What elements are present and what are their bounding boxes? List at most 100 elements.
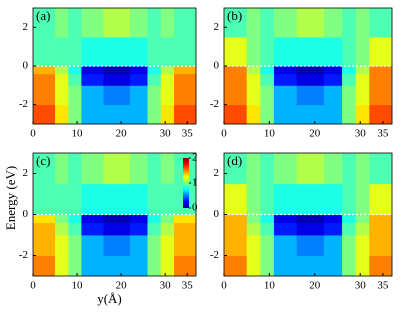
heat-cell (129, 73, 148, 86)
heat-cell (296, 235, 325, 256)
heat-cell (129, 214, 148, 224)
heat-cell (147, 66, 162, 75)
heat-cell (103, 183, 131, 215)
colorbar (183, 158, 189, 208)
heat-cell (147, 37, 162, 67)
heat-cell (246, 66, 261, 75)
heat-cell (273, 66, 298, 75)
heat-cell (224, 153, 248, 185)
heat-cell (160, 255, 175, 277)
heat-cell (342, 183, 357, 215)
heat-cell (273, 183, 298, 215)
x-tick-label: 35 (182, 280, 194, 292)
heat-cell (355, 214, 370, 224)
heat-cell (55, 183, 69, 215)
y-tick-label: 2 (214, 21, 220, 33)
heat-cell (160, 153, 175, 185)
heat-cell (160, 214, 175, 224)
x-tick-label: 35 (182, 128, 194, 140)
heat-cell (369, 104, 393, 125)
heat-cell (103, 73, 131, 86)
heat-cell (296, 214, 325, 224)
y-tick-label: -2 (210, 249, 219, 261)
heat-cell (273, 255, 298, 277)
heat-cell (81, 183, 104, 215)
heat-cell (224, 104, 248, 125)
y-tick-label: -2 (19, 249, 28, 261)
heat-cell (147, 255, 162, 277)
heat-cell (173, 235, 197, 256)
heat-cell (68, 255, 82, 277)
heat-cell (355, 183, 370, 215)
heat-cell (160, 85, 175, 106)
heat-cell (323, 214, 343, 224)
heat-cell (260, 214, 275, 224)
heat-cell (68, 37, 82, 67)
heat-cell (33, 214, 56, 224)
x-tick-label: 0 (221, 128, 227, 140)
heat-cell (369, 8, 393, 38)
heat-cell (68, 66, 82, 75)
panel-label: (c) (36, 153, 50, 168)
x-tick-label: 0 (30, 280, 36, 292)
heat-cell (55, 73, 69, 86)
heat-cell (323, 85, 343, 106)
heat-cell (296, 222, 325, 236)
heat-cell (355, 85, 370, 106)
heat-cell (342, 235, 357, 256)
heat-cell (103, 255, 131, 277)
heat-cell (68, 73, 82, 86)
heat-cell (103, 85, 131, 106)
heat-cell (246, 104, 261, 125)
heat-cell (369, 85, 393, 106)
heat-cell (160, 183, 175, 215)
y-tick-label: 0 (214, 208, 220, 220)
heat-cell (369, 66, 393, 75)
heat-cell (296, 66, 325, 75)
heat-cell (33, 85, 56, 106)
y-tick-label: 2 (214, 167, 220, 179)
heat-cell (129, 183, 148, 215)
x-tick-label: 0 (221, 280, 227, 292)
heat-cell (160, 37, 175, 67)
x-tick-label: 20 (309, 280, 321, 292)
heat-cell (129, 85, 148, 106)
heat-cell (33, 153, 56, 185)
heat-cell (173, 214, 197, 224)
x-tick-label: 30 (355, 128, 367, 140)
heat-cell (55, 66, 69, 75)
heat-cell (147, 222, 162, 236)
heat-cell (81, 255, 104, 277)
heat-cell (355, 73, 370, 86)
heat-cell (342, 214, 357, 224)
heat-cell (273, 153, 298, 185)
heat-cell (129, 153, 148, 185)
heat-cell (323, 66, 343, 75)
heat-cell (260, 66, 275, 75)
heat-cell (81, 73, 104, 86)
heat-cell (103, 153, 131, 185)
heat-cell (55, 85, 69, 106)
heat-cell (260, 222, 275, 236)
heat-cell (296, 183, 325, 215)
heat-cell (246, 255, 261, 277)
x-tick-label: 30 (160, 128, 172, 140)
heat-cell (81, 222, 104, 236)
heat-cell (246, 153, 261, 185)
y-tick-label: 0 (23, 208, 29, 220)
heat-cell (224, 66, 248, 75)
heat-cell (296, 37, 325, 67)
heat-cell (323, 37, 343, 67)
heat-cell (173, 104, 197, 125)
heat-cell (296, 104, 325, 125)
heat-cell (68, 153, 82, 185)
heat-cell (173, 85, 197, 106)
colorbar-tick-label: 2 (192, 152, 198, 164)
heat-cell (273, 85, 298, 106)
heat-cell (369, 73, 393, 86)
heat-cell (160, 235, 175, 256)
heat-cell (224, 255, 248, 277)
y-tick-label: -2 (210, 98, 219, 110)
heat-cell (81, 235, 104, 256)
heat-cell (296, 153, 325, 185)
